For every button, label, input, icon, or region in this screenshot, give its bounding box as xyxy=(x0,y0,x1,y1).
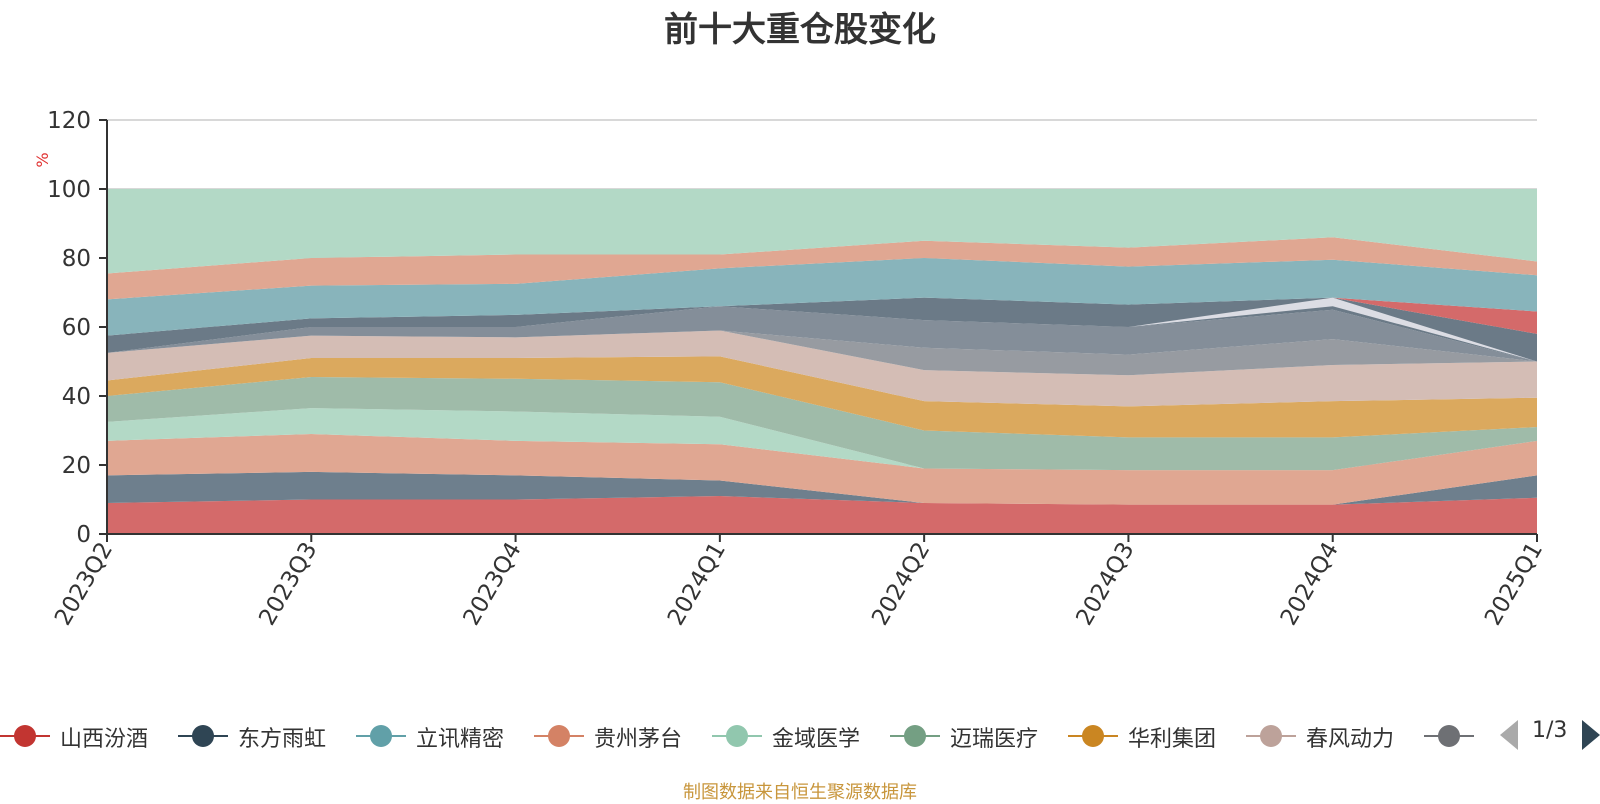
x-tick-label: 2024Q2 xyxy=(867,538,935,630)
y-axis-unit-label: % xyxy=(33,152,52,167)
y-tick-label: 100 xyxy=(47,177,91,203)
legend-label: 华利集团 xyxy=(1128,727,1217,752)
legend-item[interactable]: 金域医学 xyxy=(712,716,884,756)
x-tick-label: 2023Q2 xyxy=(50,538,118,630)
legend-marker-icon xyxy=(370,725,392,747)
legend-marker-icon xyxy=(192,725,214,747)
chart-title: 前十大重仓股变化 xyxy=(664,10,936,50)
legend-item[interactable]: 东方雨虹 xyxy=(178,716,350,756)
x-tick-label: 2024Q1 xyxy=(663,538,731,630)
legend-item[interactable]: 迈瑞医疗 xyxy=(890,716,1062,756)
y-tick-label: 60 xyxy=(62,315,91,341)
legend-item[interactable]: 华利集团 xyxy=(1068,716,1240,756)
x-tick-label: 2023Q3 xyxy=(254,538,322,630)
area-series-group xyxy=(107,189,1537,534)
y-tick-label: 0 xyxy=(76,522,91,548)
y-tick-label: 80 xyxy=(62,246,91,272)
legend-item[interactable]: 春风动力 xyxy=(1246,716,1418,756)
legend-label: 迈瑞医疗 xyxy=(950,727,1039,752)
legend-page-indicator: 1/3 xyxy=(1532,718,1568,743)
legend-label: 立讯精密 xyxy=(416,727,505,752)
y-tick-label: 40 xyxy=(62,384,91,410)
legend-next-page-button[interactable] xyxy=(1582,720,1600,750)
area-band xyxy=(107,356,1537,438)
area-band xyxy=(107,496,1537,534)
area-band xyxy=(107,433,1537,505)
legend-marker-icon xyxy=(1438,725,1460,747)
legend-label: 东方雨虹 xyxy=(238,727,327,752)
area-band xyxy=(107,471,1537,505)
area-band xyxy=(107,258,1537,336)
area-band xyxy=(107,377,1537,471)
legend-items: 山西汾酒 东方雨虹 立讯精密 贵州茅台 金域医学 迈瑞医疗 华利集团 春风动力 xyxy=(0,716,1478,756)
legend-label: 山西汾酒 xyxy=(60,727,149,752)
legend-marker-icon xyxy=(1260,725,1282,747)
x-tick-label: 2023Q4 xyxy=(459,538,527,630)
legend-marker-icon xyxy=(548,725,570,747)
legend-label: 金域医学 xyxy=(772,727,861,752)
area-band xyxy=(107,237,1537,300)
area-band xyxy=(107,306,1537,362)
area-band xyxy=(107,297,1537,362)
area-band xyxy=(107,330,1537,376)
legend-marker-icon xyxy=(1082,725,1104,747)
y-tick-label: 120 xyxy=(47,108,91,134)
area-band xyxy=(107,330,1537,407)
legend-marker-icon xyxy=(14,725,36,747)
area-band xyxy=(107,408,1537,471)
legend-item[interactable] xyxy=(1424,716,1478,756)
legend-marker-icon xyxy=(726,725,748,747)
legend-item[interactable]: 山西汾酒 xyxy=(0,716,172,756)
x-tick-label: 2024Q4 xyxy=(1276,538,1344,630)
legend: 山西汾酒 东方雨虹 立讯精密 贵州茅台 金域医学 迈瑞医疗 华利集团 春风动力 xyxy=(0,716,1600,756)
x-tick-label: 2024Q3 xyxy=(1071,538,1139,630)
legend-marker-icon xyxy=(904,725,926,747)
legend-prev-page-button[interactable] xyxy=(1500,720,1518,750)
y-tick-label: 20 xyxy=(62,453,91,479)
legend-item[interactable]: 贵州茅台 xyxy=(534,716,706,756)
x-tick-label: 2025Q1 xyxy=(1480,538,1548,630)
legend-label: 贵州茅台 xyxy=(594,727,683,752)
legend-item[interactable]: 立讯精密 xyxy=(356,716,528,756)
area-band xyxy=(107,189,1537,274)
area-band-highlight xyxy=(1128,297,1537,362)
data-source-note: 制图数据来自恒生聚源数据库 xyxy=(683,782,917,803)
legend-label: 春风动力 xyxy=(1306,727,1395,752)
